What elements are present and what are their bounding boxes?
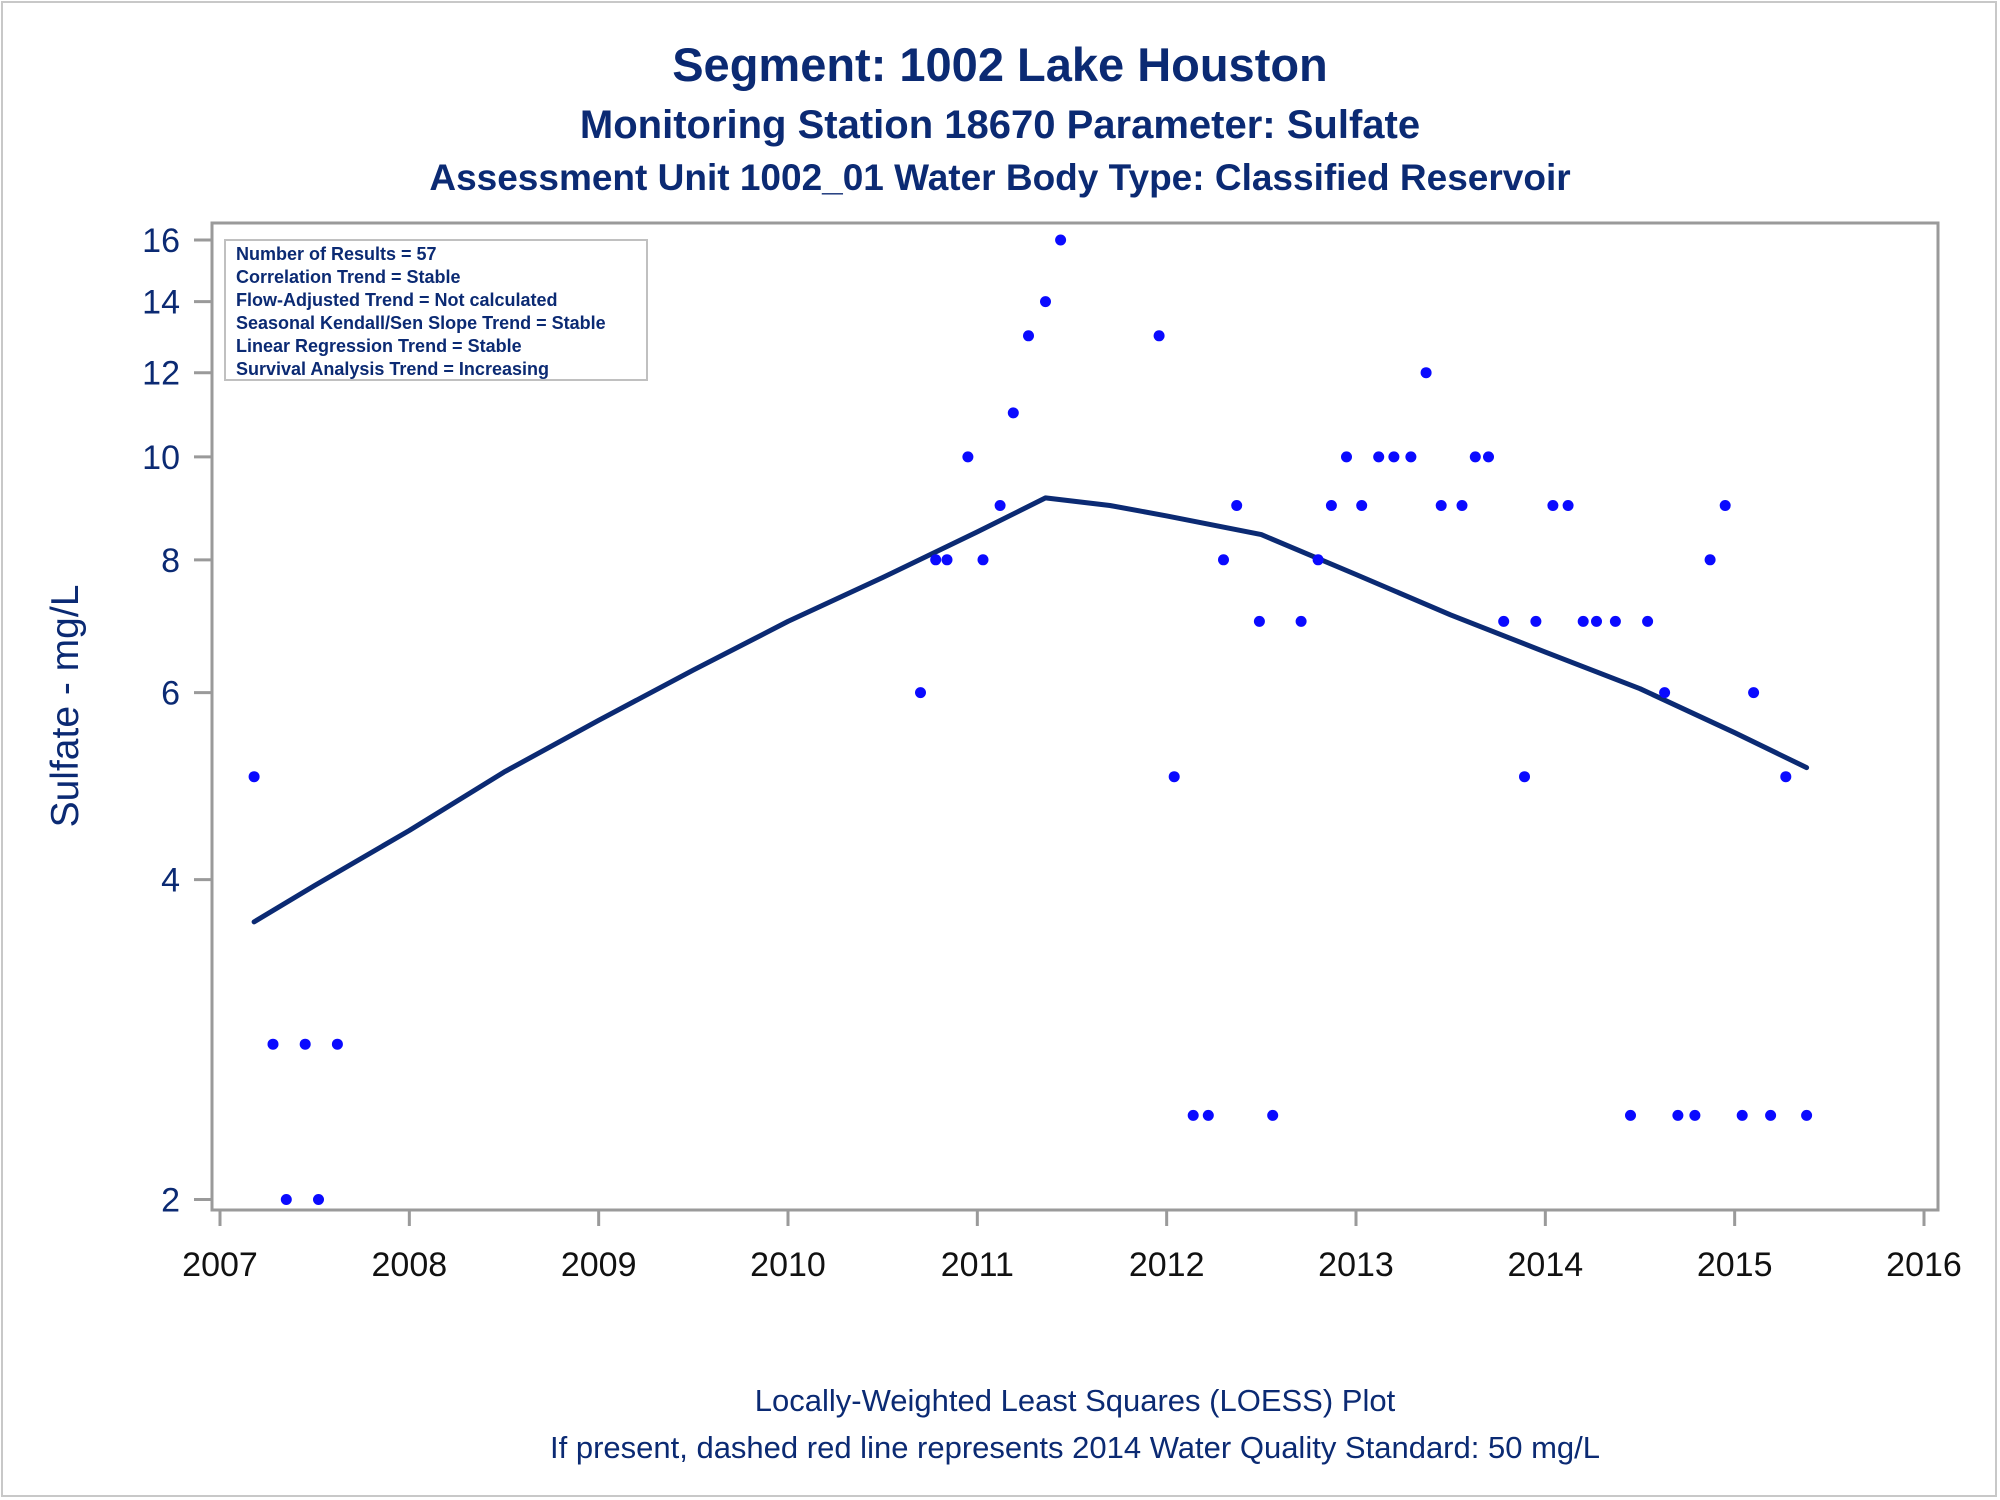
x-tick-label: 2007 [182, 1246, 258, 1284]
footer-line-2: If present, dashed red line represents 2… [550, 1430, 1600, 1465]
data-point [280, 1194, 292, 1205]
data-point [1577, 615, 1589, 627]
data-point [1719, 500, 1731, 511]
plot-area [210, 221, 1940, 1212]
data-point [1325, 500, 1337, 511]
y-tick-label: 4 [161, 862, 180, 900]
data-point [930, 554, 942, 566]
data-point [915, 687, 926, 699]
loess-curve [251, 495, 1810, 925]
data-point [1168, 771, 1180, 783]
data-point [1373, 451, 1385, 463]
y-tick-label: 10 [142, 439, 180, 477]
x-axis: 2007 2008 2009 2010 2011 2012 2013 2014 2015 2016 [182, 1210, 1962, 1284]
data-point [1672, 1109, 1684, 1121]
footer-line-1: Locally-Weighted Least Squares (LOESS) P… [755, 1383, 1396, 1418]
x-tick-label: 2014 [1508, 1246, 1584, 1284]
data-point [977, 554, 989, 566]
data-point [1341, 451, 1352, 463]
data-point [1519, 771, 1530, 783]
x-tick-label: 2011 [941, 1246, 1014, 1284]
x-tick-label: 2008 [372, 1246, 448, 1284]
data-point [1659, 687, 1671, 699]
x-tick-label: 2013 [1318, 1246, 1394, 1284]
data-point [1456, 500, 1468, 511]
data-point [1625, 1109, 1636, 1121]
inset-line-seasonal-kendall: Seasonal Kendall/Sen Slope Trend = Stabl… [236, 313, 606, 333]
data-point [299, 1038, 311, 1050]
data-point [962, 451, 974, 463]
data-point [1591, 615, 1602, 627]
data-point [1218, 554, 1229, 566]
y-tick-label: 2 [161, 1182, 180, 1220]
data-point [1483, 451, 1494, 463]
inset-line-survival: Survival Analysis Trend = Increasing [236, 359, 549, 379]
data-point [1007, 407, 1019, 419]
data-point [1153, 330, 1165, 342]
trend-inset: Number of Results = 57 Correlation Trend… [224, 239, 648, 381]
data-point [1267, 1109, 1279, 1121]
data-point [1405, 451, 1417, 463]
y-tick-label: 16 [142, 222, 180, 260]
inset-line-linear-regression: Linear Regression Trend = Stable [236, 336, 522, 356]
data-point [1420, 367, 1432, 379]
y-tick-label: 6 [161, 675, 180, 713]
data-point [1312, 554, 1324, 566]
data-point [994, 500, 1006, 511]
data-point [1642, 615, 1654, 627]
data-point [1498, 615, 1510, 627]
inset-line-flow-adjusted: Flow-Adjusted Trend = Not calculated [236, 290, 558, 310]
inset-line-correlation: Correlation Trend = Stable [236, 267, 461, 287]
data-point [1780, 771, 1792, 783]
data-point [1736, 1109, 1748, 1121]
chart-subtitle-2: Assessment Unit 1002_01 Water Body Type:… [429, 157, 1570, 198]
inset-line-results: Number of Results = 57 [236, 244, 437, 264]
x-tick-label: 2010 [750, 1246, 826, 1284]
data-point [248, 771, 260, 783]
y-tick-label: 8 [161, 542, 180, 580]
scatter-series [248, 234, 1813, 1205]
data-point [1040, 296, 1051, 308]
y-tick-label: 12 [142, 355, 180, 393]
data-point [1202, 1109, 1214, 1121]
data-point [1748, 687, 1760, 699]
x-tick-label: 2012 [1129, 1246, 1205, 1284]
data-point [1231, 500, 1243, 511]
y-axis-label: Sulfate - mg/L [44, 585, 87, 828]
data-point [941, 554, 953, 566]
data-point [1469, 451, 1481, 463]
data-point [1253, 615, 1265, 627]
x-tick-label: 2015 [1697, 1246, 1773, 1284]
data-point [1435, 500, 1447, 511]
data-point [1689, 1109, 1701, 1121]
data-point [267, 1038, 279, 1050]
chart-subtitle: Monitoring Station 18670 Parameter: Sulf… [580, 103, 1420, 147]
x-tick-label: 2009 [561, 1246, 637, 1284]
data-point [1562, 500, 1574, 511]
data-point [331, 1038, 343, 1050]
data-point [1765, 1109, 1777, 1121]
chart-title: Segment: 1002 Lake Houston [672, 38, 1328, 91]
loess-series [251, 495, 1810, 925]
data-point [1295, 615, 1307, 627]
data-point [1704, 554, 1716, 566]
y-axis: 2 4 6 8 10 12 14 16 [142, 222, 212, 1220]
data-point [1530, 615, 1542, 627]
data-point [1356, 500, 1368, 511]
data-point [1801, 1109, 1813, 1121]
data-point [1609, 615, 1621, 627]
inset-box [224, 239, 648, 381]
data-point [1388, 451, 1400, 463]
data-point [313, 1194, 324, 1205]
y-tick-label: 14 [142, 284, 180, 322]
x-tick-label: 2016 [1886, 1246, 1962, 1284]
data-point [1023, 330, 1034, 342]
data-point [1055, 234, 1067, 246]
data-point [1187, 1109, 1199, 1121]
data-point [1547, 500, 1559, 511]
